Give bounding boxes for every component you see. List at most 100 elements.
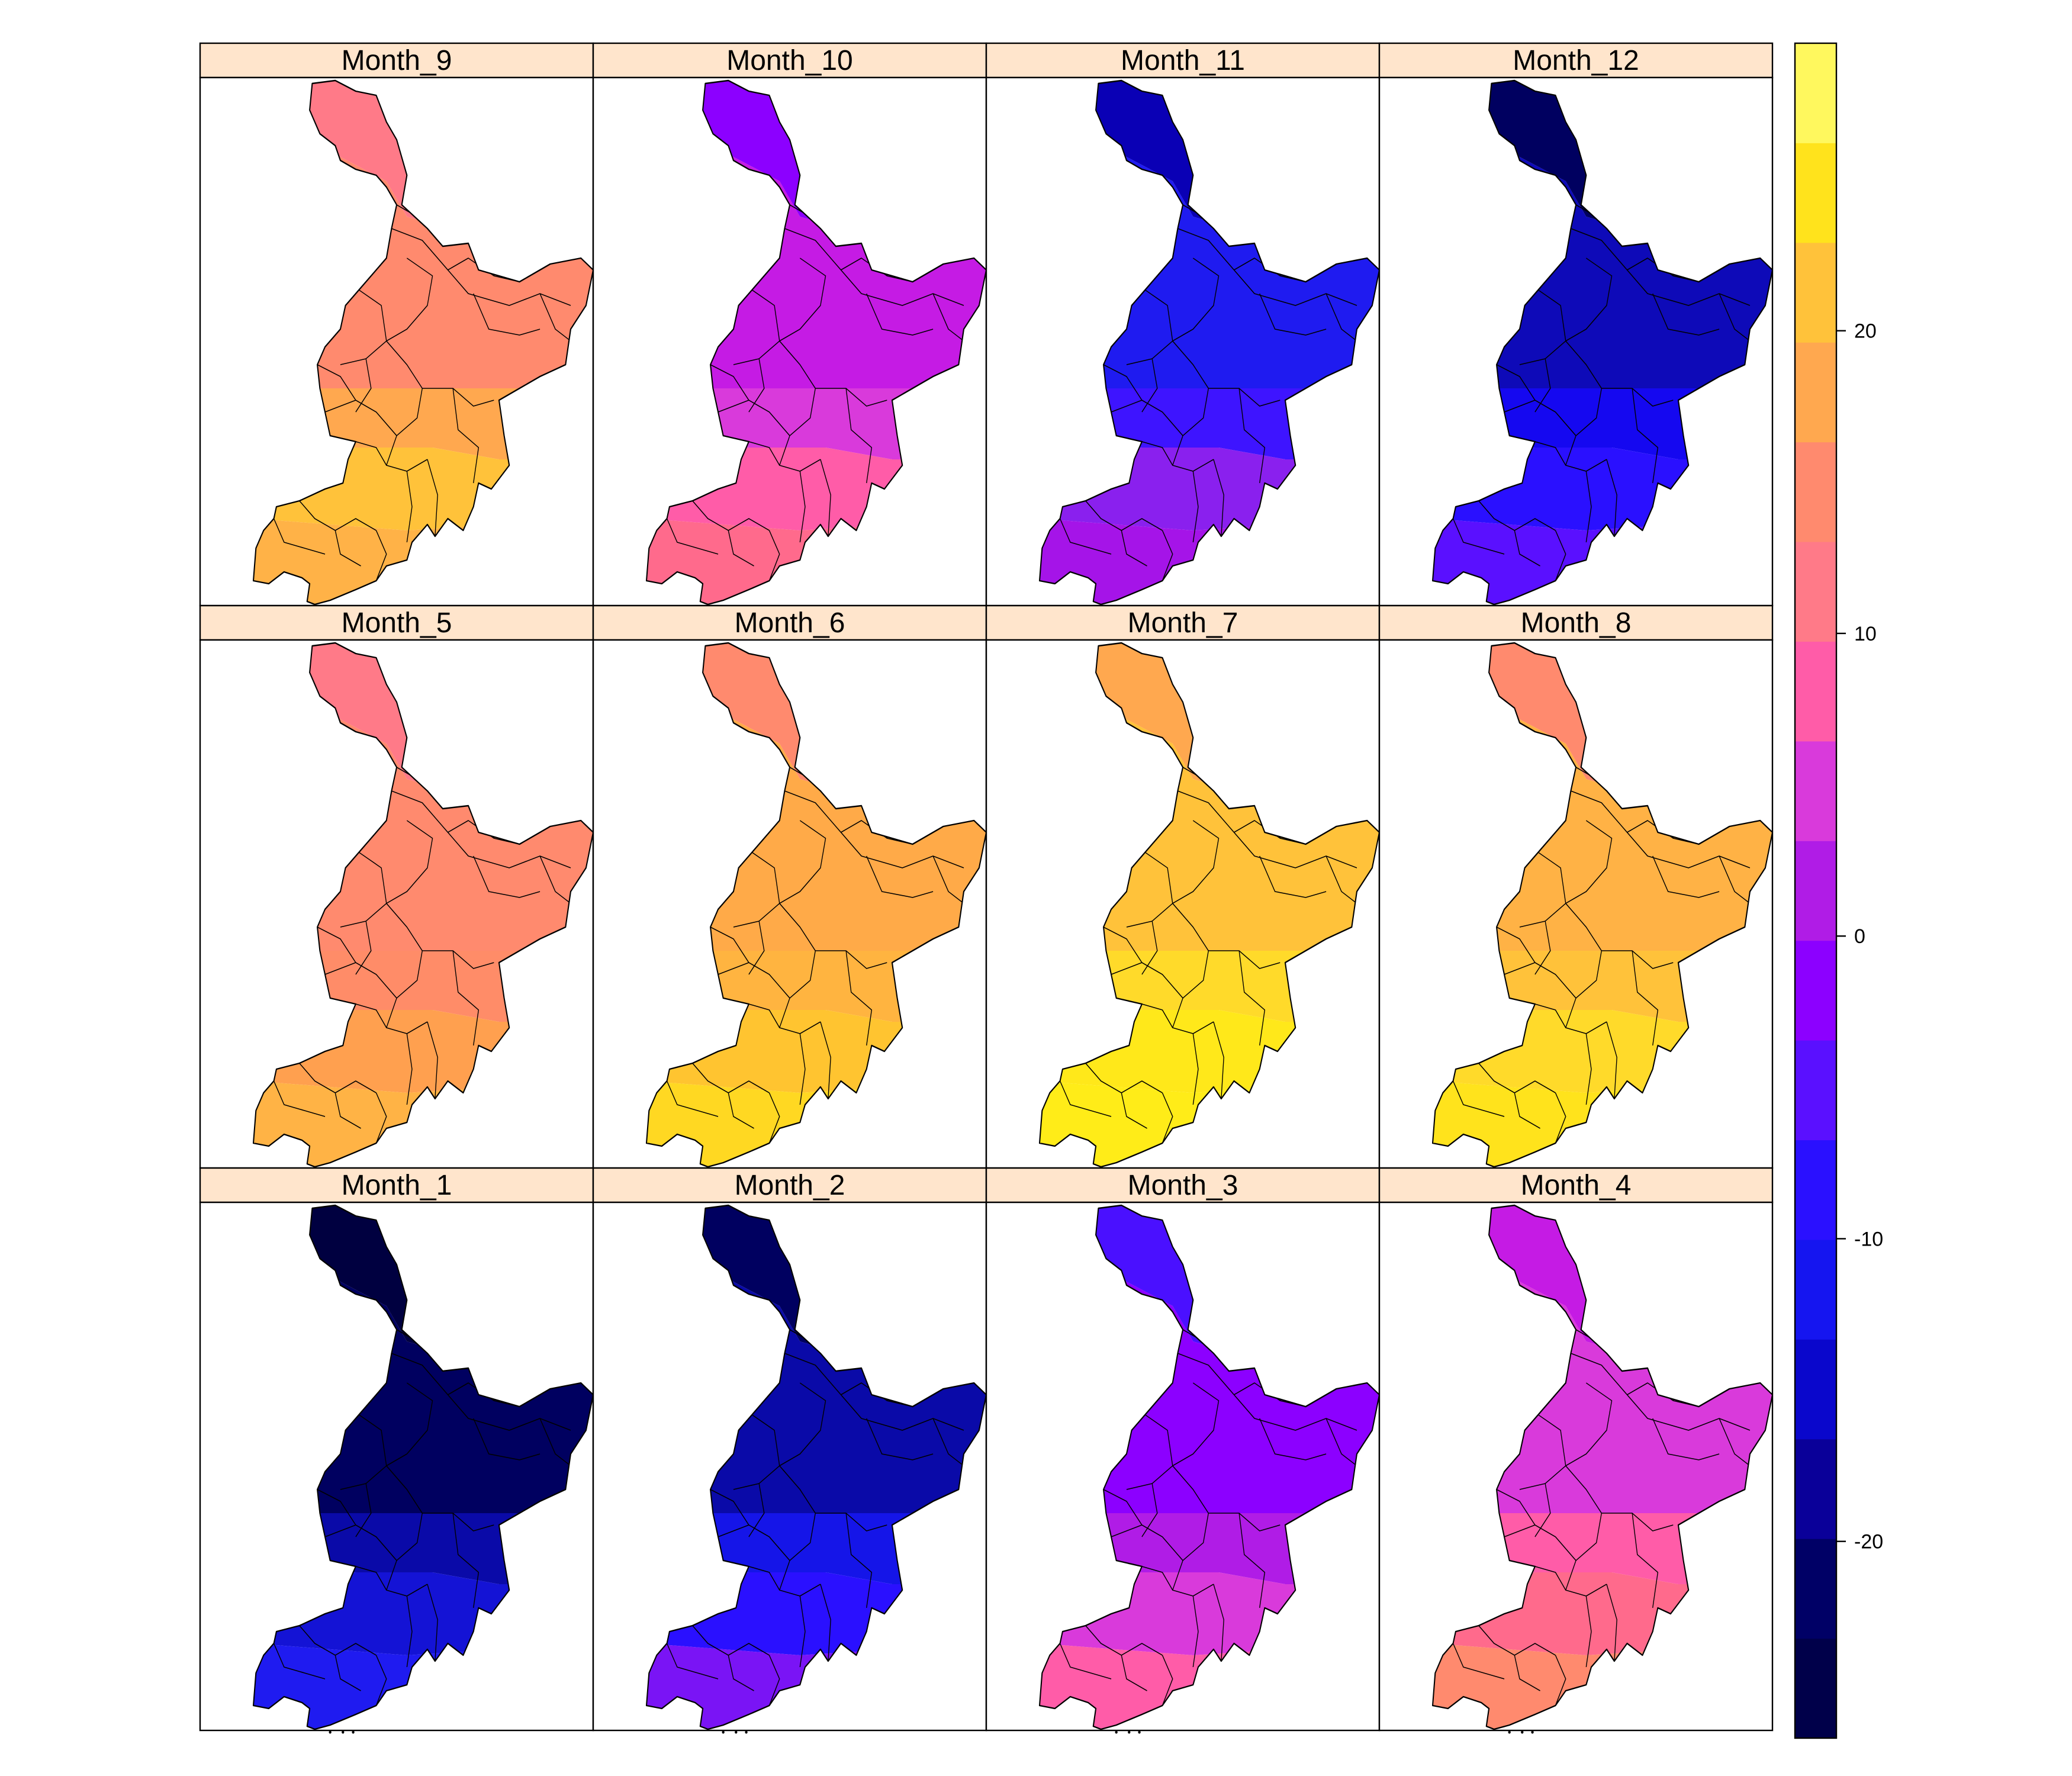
map-panel: Month_12 <box>1378 42 1774 609</box>
county-border <box>1141 1483 1158 1537</box>
county-border <box>1325 855 1357 904</box>
county-border <box>1103 1489 1143 1526</box>
county-border <box>820 459 831 537</box>
colorkey-swatch <box>1795 1140 1836 1240</box>
county-border <box>355 1003 428 1034</box>
county-border <box>355 441 428 472</box>
map-panel: Month_8 <box>1378 604 1774 1172</box>
island-dot <box>1138 1730 1141 1734</box>
county-border <box>1496 364 1536 401</box>
county-border <box>1504 1524 1576 1591</box>
county-border <box>1496 1489 1536 1526</box>
county-border <box>1606 459 1617 537</box>
county-border <box>473 855 540 898</box>
county-border <box>710 1489 749 1526</box>
county-border <box>1085 500 1163 531</box>
county-border <box>1141 358 1158 413</box>
county-border <box>748 1566 821 1597</box>
color-key: -20 -10 0 10 20 <box>1794 42 1883 1739</box>
county-border <box>1162 530 1173 581</box>
county-border <box>1111 962 1183 1028</box>
county-border <box>324 962 397 1028</box>
panel-title: Month_4 <box>1521 1170 1632 1201</box>
county-border <box>1259 293 1327 336</box>
colorkey-swatch <box>1795 841 1836 941</box>
county-border <box>1325 1418 1357 1466</box>
map-panel: Month_5 <box>199 604 594 1172</box>
county-border <box>334 1092 361 1129</box>
county-border <box>1632 950 1659 1046</box>
county-border <box>334 530 361 567</box>
county-border <box>1325 293 1357 342</box>
county-border <box>728 1092 754 1129</box>
county-border <box>1555 530 1566 581</box>
colorkey-swatch <box>1795 1339 1836 1440</box>
colorkey-tick-label: 10 <box>1854 623 1877 645</box>
county-border <box>748 1483 765 1537</box>
county-border <box>1601 388 1674 407</box>
county-border <box>779 1382 826 1466</box>
county-border <box>1652 855 1720 898</box>
county-border <box>1103 364 1143 401</box>
panel-title: Month_8 <box>1521 607 1632 639</box>
county-border <box>355 1483 372 1537</box>
county-border <box>422 388 494 407</box>
county-border <box>1585 471 1592 543</box>
county-border <box>406 471 413 543</box>
panel-title: Month_10 <box>726 45 853 76</box>
county-border <box>1534 1003 1607 1034</box>
county-border <box>1452 1643 1505 1680</box>
county-border <box>473 1418 540 1460</box>
county-border <box>1213 459 1224 537</box>
county-border <box>1213 1021 1224 1099</box>
colorkey-swatch <box>1795 1040 1836 1141</box>
county-border <box>375 530 387 581</box>
county-border <box>1504 962 1576 1028</box>
county-border <box>718 1524 790 1591</box>
map-panel: Month_2 <box>592 1167 987 1734</box>
colorkey-swatch <box>1795 1638 1836 1739</box>
panel-strip <box>199 1167 594 1204</box>
colorkey-tick-label: 20 <box>1854 320 1877 343</box>
county-border <box>355 1566 428 1597</box>
county-border <box>748 1003 821 1034</box>
county-border <box>1719 1418 1751 1466</box>
county-border <box>932 1418 964 1466</box>
county-border <box>422 1513 494 1532</box>
county-border <box>692 1063 770 1093</box>
county-border <box>1514 530 1540 567</box>
panel-strip <box>985 604 1381 641</box>
county-border <box>779 820 826 904</box>
panel-strip <box>592 1167 987 1204</box>
map-panel: Month_7 <box>985 604 1381 1172</box>
county-border <box>355 358 372 413</box>
county-border <box>728 530 754 567</box>
map-panel: Month_10 <box>592 42 987 609</box>
county-border <box>692 1625 770 1656</box>
county-border <box>1141 1566 1214 1597</box>
county-border <box>1238 1513 1266 1608</box>
county-border <box>427 459 438 537</box>
county-border <box>768 530 780 581</box>
county-border <box>866 1418 934 1460</box>
island-dot <box>745 1730 748 1734</box>
panel-grid: Month_9 Month_10 Month_11 Month_12 Month_5 Mo… <box>199 42 1774 1734</box>
panel-title: Month_2 <box>735 1170 845 1201</box>
county-border <box>1555 1655 1566 1706</box>
county-border <box>1504 400 1576 466</box>
colorkey-swatch <box>1795 940 1836 1041</box>
panel-title: Month_7 <box>1128 607 1238 639</box>
county-border <box>1565 1382 1613 1466</box>
county-border <box>427 1021 438 1099</box>
county-border <box>1478 1625 1556 1656</box>
colorkey-swatch <box>1795 1539 1836 1639</box>
island-dot <box>722 1730 725 1734</box>
county-border <box>1452 1080 1505 1117</box>
county-border <box>815 1513 887 1532</box>
county-border <box>1059 518 1112 555</box>
county-border <box>334 1655 361 1691</box>
county-border <box>815 950 887 969</box>
county-border <box>299 500 377 531</box>
panel-title: Month_3 <box>1128 1170 1238 1201</box>
county-border <box>1565 340 1602 436</box>
